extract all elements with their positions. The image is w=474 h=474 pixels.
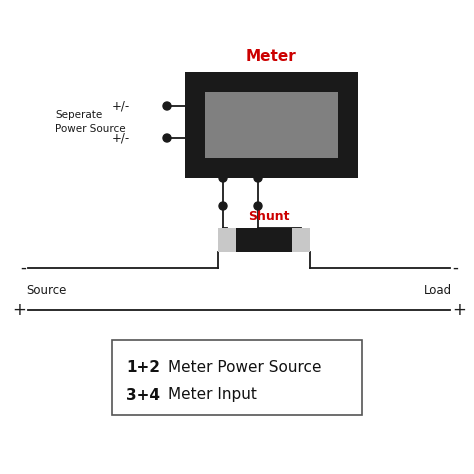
Text: +: +	[452, 301, 466, 319]
Circle shape	[254, 202, 262, 210]
Text: +/-: +/-	[112, 100, 130, 112]
Circle shape	[254, 174, 262, 182]
Text: 1+2: 1+2	[126, 361, 160, 375]
Text: Meter Power Source: Meter Power Source	[168, 361, 321, 375]
Text: Shunt: Shunt	[248, 210, 290, 223]
Text: Meter Input: Meter Input	[168, 388, 257, 402]
Bar	[218, 228, 236, 252]
Circle shape	[219, 174, 227, 182]
Circle shape	[163, 134, 171, 142]
Circle shape	[219, 202, 227, 210]
Circle shape	[163, 102, 171, 110]
Text: -: -	[452, 259, 458, 277]
Text: Load: Load	[424, 284, 452, 297]
Bar	[292, 228, 310, 252]
Text: +/-: +/-	[112, 131, 130, 145]
Text: Source: Source	[26, 284, 66, 297]
Bar	[185, 72, 358, 178]
Text: 3+4: 3+4	[126, 388, 160, 402]
Bar	[218, 228, 310, 252]
Bar	[205, 92, 338, 158]
Text: +: +	[12, 301, 26, 319]
Text: Seperate
Power Source: Seperate Power Source	[55, 110, 126, 134]
Text: Meter: Meter	[246, 49, 297, 64]
Bar	[112, 340, 362, 415]
Text: -: -	[20, 259, 26, 277]
